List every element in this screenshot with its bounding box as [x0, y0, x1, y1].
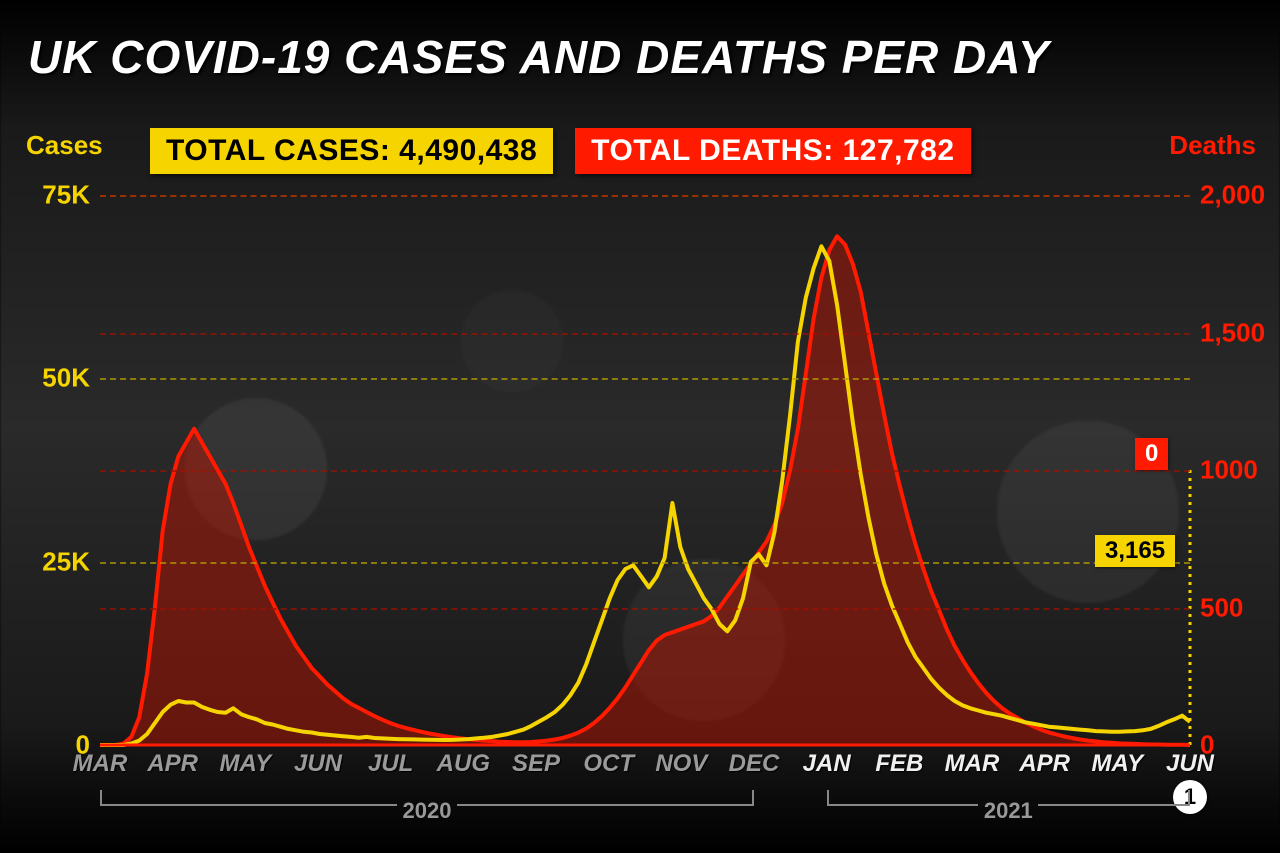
month-label: MAY [220, 750, 272, 778]
total-cases-badge: TOTAL CASES: 4,490,438 [150, 128, 553, 174]
year-bracket [827, 790, 979, 806]
year-label: 2021 [984, 798, 1033, 824]
callout-deaths: 0 [1135, 438, 1168, 470]
y-tick-left: 50K [42, 363, 90, 394]
month-label: APR [1019, 750, 1070, 778]
month-label: MAR [945, 750, 1000, 778]
total-badges: TOTAL CASES: 4,490,438 TOTAL DEATHS: 127… [150, 128, 971, 174]
month-label: APR [147, 750, 198, 778]
deaths-area [100, 236, 1190, 745]
y-tick-right: 1000 [1200, 455, 1258, 486]
month-label: DEC [729, 750, 780, 778]
total-deaths-badge: TOTAL DEATHS: 127,782 [575, 128, 970, 174]
year-label: 2020 [403, 798, 452, 824]
month-label: JUL [368, 750, 413, 778]
gridline-deaths [100, 608, 1190, 610]
month-label: MAY [1092, 750, 1144, 778]
month-label: JUN [294, 750, 342, 778]
y-tick-right: 2,000 [1200, 180, 1265, 211]
month-label: JUN [1166, 750, 1214, 778]
month-label: MAR [73, 750, 128, 778]
month-label: NOV [655, 750, 707, 778]
left-axis-title: Cases [26, 130, 103, 161]
y-tick-right: 500 [1200, 592, 1243, 623]
month-label: OCT [583, 750, 634, 778]
y-tick-left: 25K [42, 546, 90, 577]
gridline-deaths [100, 195, 1190, 197]
y-tick-right: 1,500 [1200, 317, 1265, 348]
gridline-cases [100, 378, 1190, 380]
chart-area: 025K50K75K050010001,5002,00003,165 [100, 195, 1190, 745]
gridline-deaths [100, 470, 1190, 472]
gridline-cases [100, 562, 1190, 564]
year-bracket [100, 790, 397, 806]
year-bracket [1038, 790, 1190, 806]
callout-cases: 3,165 [1095, 535, 1175, 567]
month-label: AUG [437, 750, 490, 778]
year-brackets: 2020 2021 [100, 790, 1190, 830]
month-label: FEB [875, 750, 923, 778]
gridline-deaths [100, 333, 1190, 335]
x-axis-labels: MARAPRMAYJUNJULAUGSEPOCTNOVDECJANFEBMARA… [100, 750, 1190, 790]
chart-title: UK COVID-19 CASES AND DEATHS PER DAY [28, 30, 1252, 84]
year-bracket [457, 790, 754, 806]
month-label: SEP [512, 750, 560, 778]
y-tick-left: 75K [42, 180, 90, 211]
right-axis-title: Deaths [1169, 130, 1256, 161]
month-label: JAN [803, 750, 851, 778]
